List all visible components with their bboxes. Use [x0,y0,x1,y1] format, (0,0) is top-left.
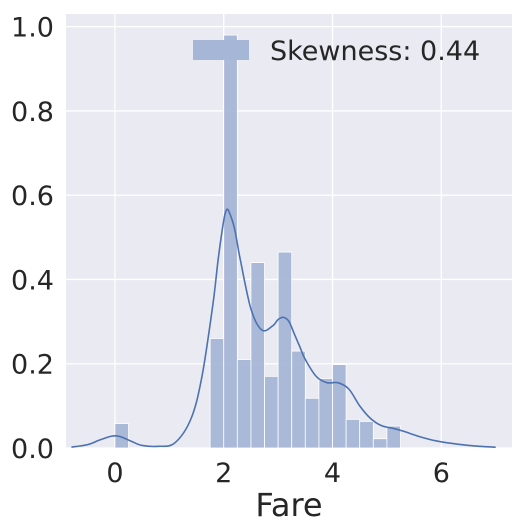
legend-swatch [193,40,249,60]
histogram-bar [359,421,374,449]
histogram-bar [372,438,388,449]
x-tick-label: 4 [324,458,341,489]
histogram-bar [318,378,333,449]
x-axis-ticks: 0 2 4 6 [106,458,450,489]
x-tick-label: 0 [106,458,123,489]
y-tick-label: 0.4 [11,265,54,296]
legend: Skewness: 0.44 [193,36,480,67]
histogram-bar [332,364,347,449]
legend-entry: Skewness: 0.44 [270,36,480,67]
y-tick-label: 0.0 [11,434,54,465]
histogram-bar [264,375,279,449]
y-axis-ticks: 0.0 0.2 0.4 0.6 0.8 1.0 [11,13,54,465]
histogram-bar [291,350,306,449]
y-tick-label: 0.2 [11,350,54,381]
y-tick-label: 0.8 [11,97,54,128]
histogram-bar [223,34,238,449]
x-tick-label: 2 [215,458,232,489]
histogram-bar [236,359,252,449]
kde-curve [71,208,496,448]
histogram-bar [304,397,320,449]
y-tick-label: 0.6 [11,181,54,212]
x-axis-label: Fare [255,486,322,524]
histogram-bar [209,338,225,449]
kde-line [71,208,496,448]
histogram-bar [386,425,401,449]
x-tick-label: 6 [433,458,450,489]
histogram-bar [277,251,293,449]
histogram-bar [345,418,361,449]
y-tick-label: 1.0 [11,13,54,44]
histogram-bar [250,262,265,449]
histogram-bars [114,34,401,449]
